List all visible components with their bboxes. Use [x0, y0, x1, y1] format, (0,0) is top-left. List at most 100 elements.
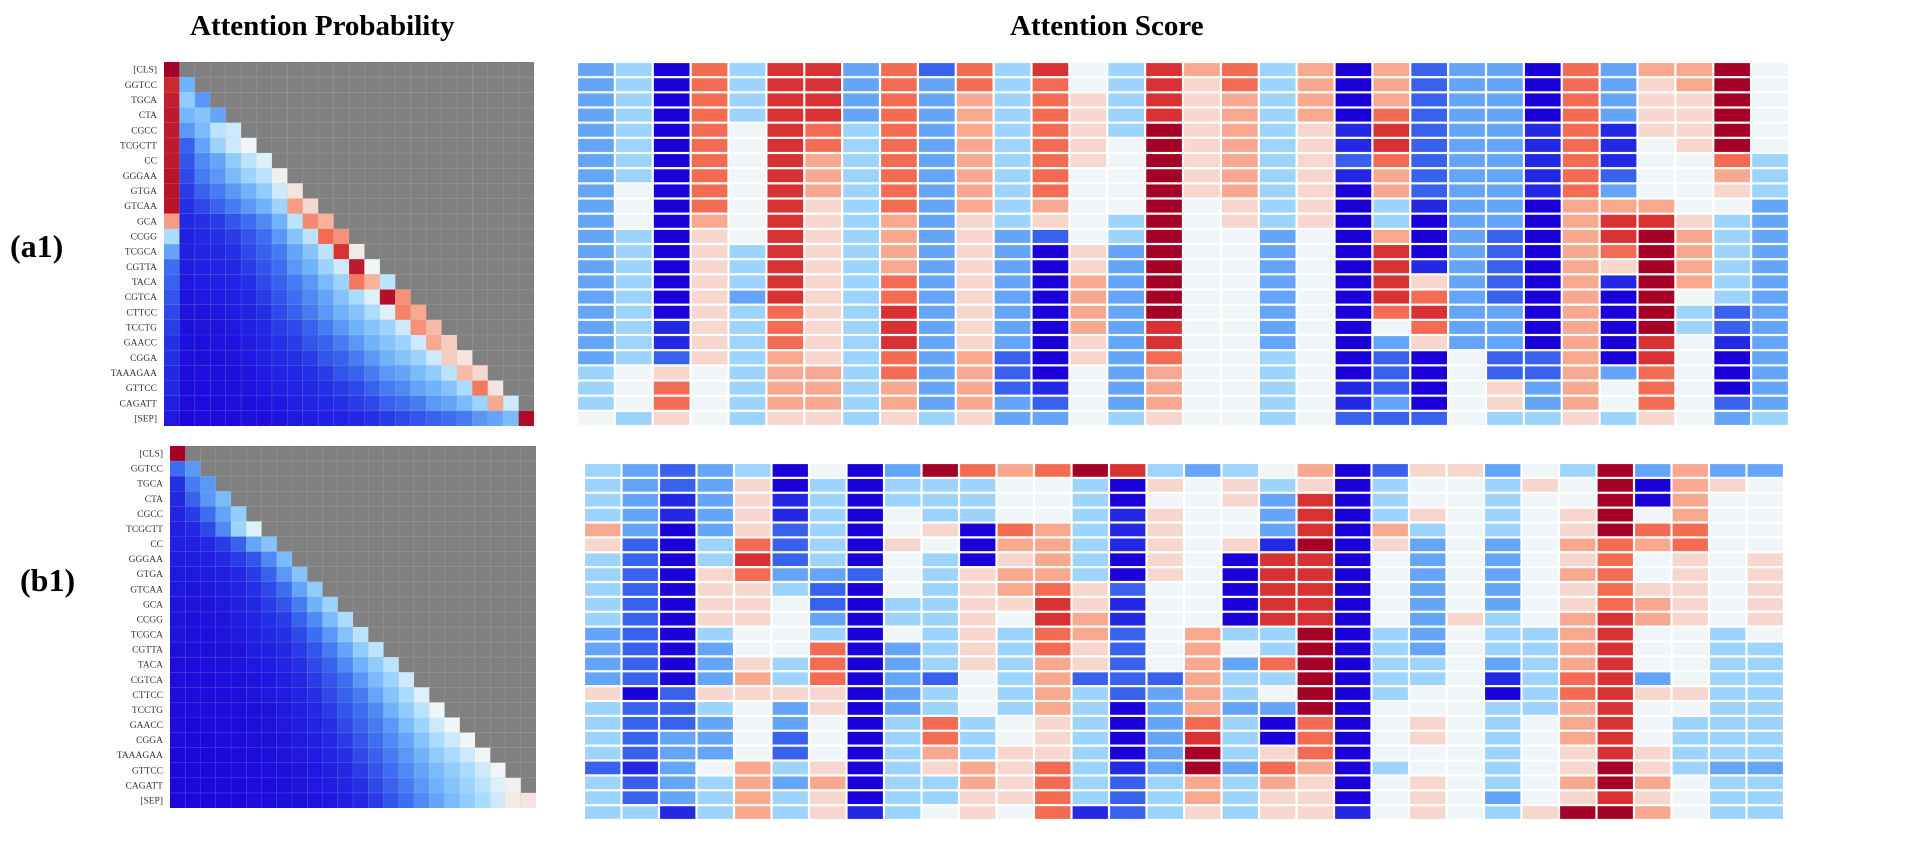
- heatmap-cell: [200, 596, 216, 612]
- heatmap-cell: [1600, 275, 1637, 289]
- heatmap-cell: [1449, 184, 1485, 198]
- heatmap-cell: [1035, 493, 1071, 507]
- heatmap-cell: [225, 304, 242, 320]
- heatmap-cell: [1638, 305, 1675, 319]
- heatmap-cell: [410, 395, 427, 411]
- heatmap-cell: [194, 319, 211, 335]
- heatmap-cell: [729, 260, 766, 274]
- heatmap-cell: [918, 78, 955, 92]
- heatmap-cell: [337, 732, 353, 748]
- token-label: [CLS]: [139, 450, 163, 460]
- heatmap-cell: [185, 596, 201, 612]
- heatmap-cell: [1672, 687, 1708, 700]
- heatmap-cell: [231, 792, 247, 808]
- heatmap-cell: [1110, 791, 1146, 805]
- heatmap-cell: [1035, 538, 1071, 552]
- heatmap-cell: [271, 350, 288, 366]
- heatmap-cell: [1221, 260, 1258, 274]
- heatmap-cell: [410, 335, 427, 351]
- heatmap-cell: [881, 260, 917, 274]
- heatmap-cell: [697, 493, 733, 507]
- heatmap-cell: [997, 716, 1033, 730]
- heatmap-cell: [276, 672, 292, 688]
- heatmap-cell: [1676, 169, 1713, 183]
- heatmap-cell: [772, 523, 808, 537]
- heatmap-cell: [215, 777, 231, 793]
- heatmap-cell: [1260, 761, 1296, 775]
- heatmap-cell: [653, 351, 690, 365]
- heatmap-cell: [1411, 245, 1448, 259]
- heatmap-cell: [1714, 123, 1751, 137]
- heatmap-cell: [622, 508, 658, 522]
- token-label: GTCAA: [130, 585, 163, 595]
- heatmap-cell: [292, 792, 308, 808]
- heatmap-cell: [1635, 746, 1671, 760]
- heatmap-cell: [1110, 493, 1146, 507]
- heatmap-cell: [1335, 396, 1372, 410]
- heatmap-cell: [1562, 214, 1599, 228]
- heatmap-cell: [1524, 229, 1561, 243]
- heatmap-cell: [1600, 320, 1637, 334]
- heatmap-cell: [1297, 642, 1333, 656]
- heatmap-cell: [287, 410, 303, 426]
- heatmap-cell: [364, 259, 380, 275]
- heatmap-cell: [1297, 123, 1334, 137]
- heatmap-cell: [585, 538, 621, 552]
- heatmap-cell: [843, 245, 879, 259]
- heatmap-cell: [1411, 229, 1448, 243]
- heatmap-cell: [922, 464, 958, 477]
- heatmap-cell: [1752, 108, 1788, 122]
- heatmap-cell: [333, 410, 349, 426]
- heatmap-cell: [1560, 464, 1596, 477]
- heatmap-cell: [215, 611, 231, 627]
- heatmap-cell: [578, 229, 614, 243]
- heatmap-cell: [276, 777, 292, 793]
- heatmap-cell: [653, 93, 690, 107]
- heatmap-cell: [231, 687, 247, 703]
- heatmap-cell: [1562, 290, 1599, 304]
- heatmap-cell: [1638, 366, 1675, 380]
- heatmap-cell: [922, 523, 958, 537]
- heatmap-cell: [1297, 290, 1334, 304]
- heatmap-cell: [200, 687, 216, 703]
- heatmap-cell: [349, 365, 365, 381]
- heatmap-cell: [1147, 746, 1183, 760]
- heatmap-cell: [164, 183, 180, 199]
- heatmap-cell: [164, 137, 180, 153]
- heatmap-cell: [1110, 746, 1146, 760]
- heatmap-cell: [918, 169, 955, 183]
- heatmap-cell: [1035, 776, 1071, 790]
- heatmap-cell: [805, 138, 842, 152]
- heatmap-cell: [691, 229, 728, 243]
- heatmap-cell: [1372, 687, 1408, 700]
- heatmap-cell: [1635, 493, 1671, 507]
- heatmap-cell: [1222, 746, 1258, 760]
- heatmap-cell: [410, 304, 427, 320]
- heatmap-cell: [261, 536, 277, 552]
- heatmap-cell: [1146, 396, 1182, 410]
- token-label: CGCC: [137, 510, 163, 520]
- token-label: CTA: [139, 111, 157, 121]
- heatmap-cell: [1714, 214, 1751, 228]
- heatmap-cell: [1562, 320, 1599, 334]
- heatmap-cell: [210, 183, 226, 199]
- heatmap-cell: [585, 612, 621, 626]
- heatmap-cell: [810, 731, 846, 745]
- heatmap-cell: [1221, 411, 1258, 425]
- heatmap-cell: [843, 63, 879, 77]
- heatmap-cell: [922, 538, 958, 552]
- heatmap-cell: [994, 63, 1031, 77]
- heatmap-cell: [1485, 657, 1521, 671]
- heatmap-cell: [735, 464, 771, 477]
- heatmap-cell: [1449, 320, 1485, 334]
- token-label: TACA: [138, 661, 163, 671]
- heatmap-cell: [585, 761, 621, 775]
- heatmap-cell: [353, 657, 369, 673]
- heatmap-cell: [287, 365, 303, 381]
- heatmap-cell: [1449, 214, 1485, 228]
- heatmap-cell: [772, 478, 808, 492]
- heatmap-cell: [729, 320, 766, 334]
- heatmap-cell: [459, 777, 475, 793]
- heatmap-cell: [1638, 214, 1675, 228]
- heatmap-cell: [379, 380, 396, 396]
